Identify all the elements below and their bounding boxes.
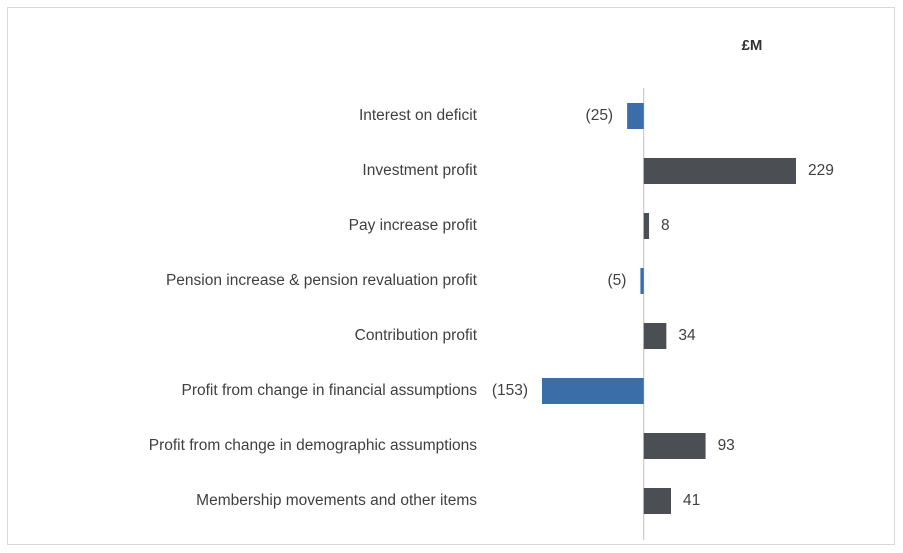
bar [643,213,650,239]
category-label: Pension increase & pension revaluation p… [166,272,478,289]
value-label: (153) [492,382,528,399]
category-label: Contribution profit [355,327,478,344]
category-label: Pay increase profit [349,217,478,234]
bar [643,488,671,514]
unit-label: £M [742,37,763,54]
category-label: Profit from change in demographic assump… [149,437,477,454]
chart-frame [7,7,895,545]
value-label: (5) [607,272,626,289]
value-label: (25) [586,107,614,124]
category-label: Profit from change in financial assumpti… [181,382,477,399]
bar [640,268,644,294]
category-label: Membership movements and other items [196,492,477,509]
value-label: 229 [808,162,834,179]
bar [643,433,706,459]
bar [643,323,667,349]
bar [643,158,796,184]
category-label: Investment profit [362,162,477,179]
category-label: Interest on deficit [359,107,478,124]
bar [627,103,644,129]
value-label: 93 [718,437,735,454]
value-label: 41 [683,492,700,509]
value-label: 34 [678,327,696,344]
bar [542,378,644,404]
value-label: 8 [661,217,670,234]
